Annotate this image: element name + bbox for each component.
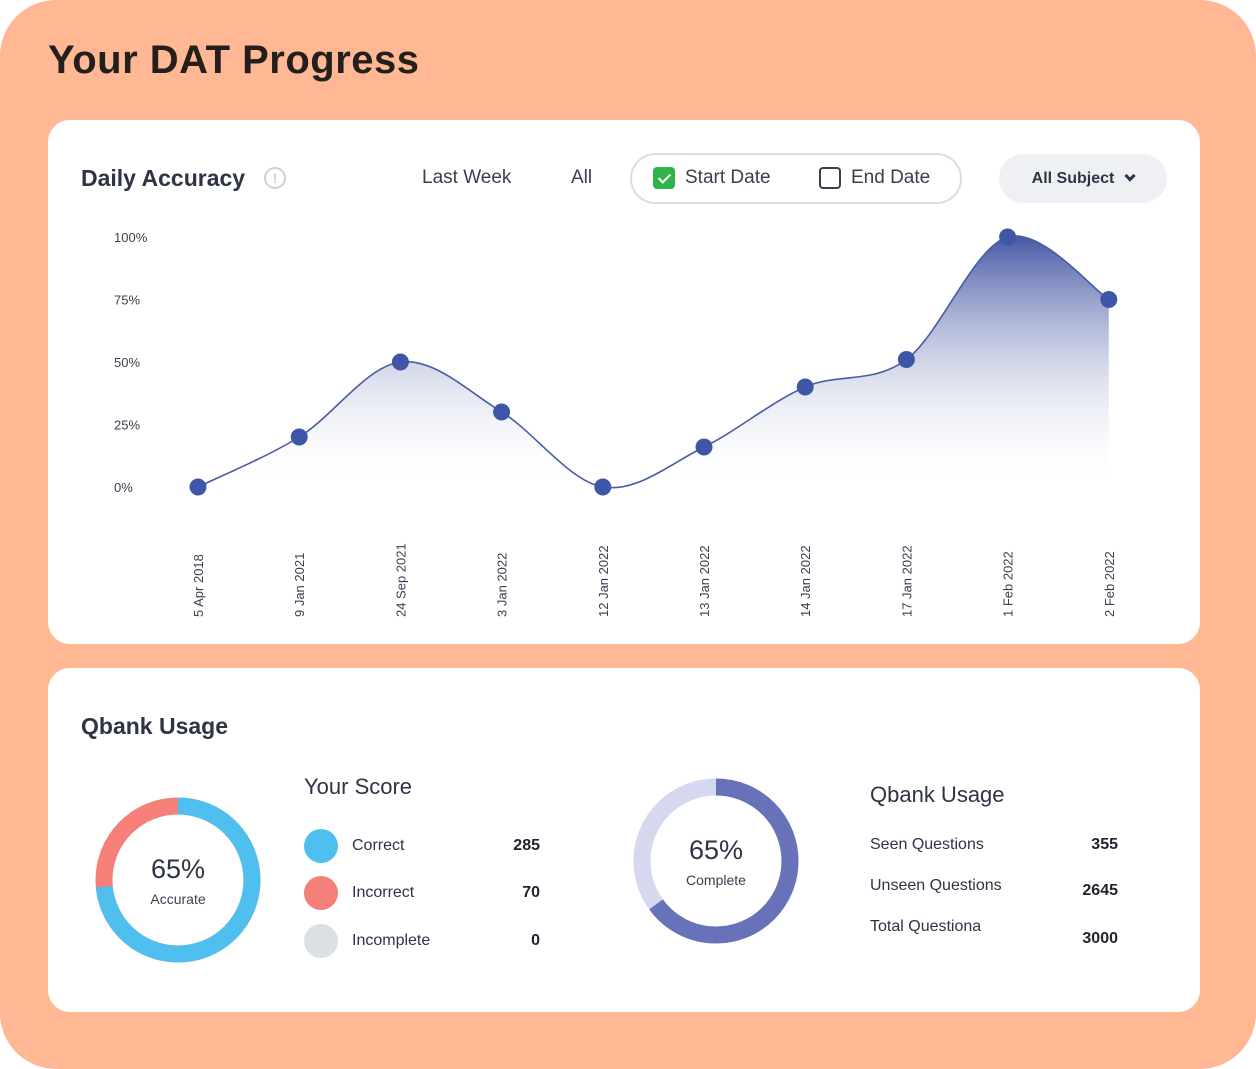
qbank-usage-section-title: Qbank Usage (870, 782, 1005, 807)
end-date-option[interactable]: End Date (819, 167, 930, 189)
daily-accuracy-chart: 100% 75% 50% 25% 0% 5 Apr 2018 9 Jan 2021 24 Se… (114, 228, 1118, 617)
accuracy-point (695, 438, 713, 456)
x-tick-label: 14 Jan 2022 (798, 545, 813, 617)
accuracy-line (197, 235, 1110, 489)
x-tick-label: 17 Jan 2022 (899, 545, 914, 617)
accuracy-point (594, 478, 612, 496)
accuracy-point (189, 478, 207, 496)
subject-select[interactable]: All Subject (999, 154, 1167, 203)
accuracy-percent: 65% (150, 853, 206, 884)
date-range-group: Start Date End Date (630, 153, 962, 204)
start-date-label: Start Date (685, 167, 771, 188)
seen-questions-label: Seen Questions (870, 836, 984, 853)
legend-correct: Correct 285 (304, 829, 540, 863)
accuracy-area-fill (198, 235, 1109, 488)
y-tick-label: 75% (114, 293, 140, 308)
usage-seen-row: Seen Questions 355 (870, 836, 1118, 854)
x-tick-label: 3 Jan 2022 (495, 553, 510, 617)
qbank-usage-card-title: Qbank Usage (81, 713, 228, 739)
completion-donut: 65% Complete (633, 778, 799, 944)
y-tick-label: 0% (114, 480, 133, 495)
accuracy-point (1100, 291, 1118, 308)
incorrect-dot (304, 876, 338, 910)
info-circle-icon[interactable]: ! (264, 167, 286, 189)
accuracy-point (999, 228, 1017, 246)
complete-percent: 65% (688, 834, 744, 865)
incomplete-label: Incomplete (352, 932, 431, 949)
x-tick-label: 9 Jan 2021 (292, 553, 307, 617)
subject-select-value: All Subject (1031, 169, 1115, 187)
page-title: Your DAT Progress (48, 38, 420, 82)
donut-complete-arc (633, 778, 799, 944)
accuracy-point (493, 403, 511, 421)
total-questions-label: Total Questiona (870, 918, 982, 935)
start-date-option[interactable]: Start Date (653, 167, 771, 189)
accuracy-donut: 65% Accurate (95, 797, 261, 963)
legend-incorrect: Incorrect 70 (304, 876, 540, 910)
accuracy-label: Accurate (150, 890, 206, 907)
donut-correct-arc (95, 797, 261, 963)
accuracy-point (796, 378, 814, 396)
correct-label: Correct (352, 837, 405, 854)
accuracy-point (290, 428, 308, 446)
incorrect-value: 70 (522, 884, 540, 901)
unseen-questions-label: Unseen Questions (870, 877, 1002, 894)
seen-questions-value: 355 (1091, 836, 1118, 853)
end-date-label: End Date (851, 167, 931, 188)
x-tick-label: 5 Apr 2018 (191, 554, 206, 617)
start-date-checkbox[interactable] (653, 167, 675, 189)
correct-value: 285 (513, 837, 540, 854)
legend-incomplete: Incomplete 0 (304, 924, 540, 958)
y-tick-label: 50% (114, 355, 140, 370)
x-tick-label: 13 Jan 2022 (697, 545, 712, 617)
qbank-usage-card: Qbank Usage 65% Accurate Your Score Corr… (48, 668, 1200, 1012)
unseen-questions-value: 2645 (1082, 882, 1118, 899)
incorrect-label: Incorrect (352, 884, 415, 901)
accuracy-point (897, 351, 915, 368)
end-date-checkbox[interactable] (819, 167, 841, 189)
filter-all[interactable]: All (571, 167, 593, 188)
incomplete-dot (304, 924, 338, 958)
filter-last-week[interactable]: Last Week (422, 167, 512, 188)
usage-unseen-row: Unseen Questions 2645 (870, 877, 1118, 900)
incomplete-value: 0 (531, 932, 540, 949)
x-tick-label: 24 Sep 2021 (393, 543, 408, 617)
daily-accuracy-title: Daily Accuracy (81, 165, 246, 191)
x-tick-label: 1 Feb 2022 (1001, 551, 1016, 617)
x-tick-label: 12 Jan 2022 (596, 545, 611, 617)
your-score-title: Your Score (304, 774, 413, 799)
correct-dot (304, 829, 338, 863)
usage-total-row: Total Questiona 3000 (870, 918, 1118, 948)
x-tick-label: 2 Feb 2022 (1102, 551, 1117, 617)
daily-accuracy-card: Daily Accuracy ! Last Week All Start Dat… (48, 120, 1200, 644)
accuracy-point (391, 353, 409, 371)
y-tick-label: 25% (114, 418, 140, 433)
total-questions-value: 3000 (1082, 930, 1118, 947)
complete-label: Complete (686, 871, 746, 888)
y-tick-label: 100% (114, 230, 148, 245)
